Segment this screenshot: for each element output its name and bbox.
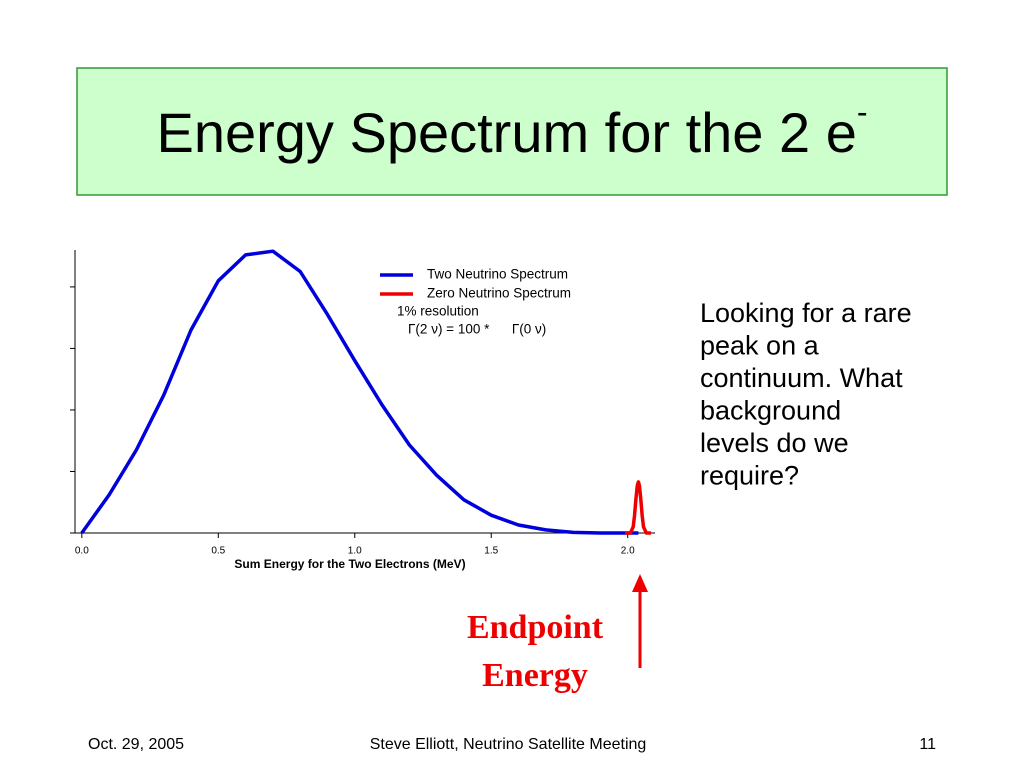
side-line: peak on a	[700, 331, 820, 361]
legend-label: Two Neutrino Spectrum	[427, 267, 568, 282]
slide-title: Energy Spectrum for the 2 e-	[156, 94, 867, 163]
callout-line: Endpoint	[467, 609, 604, 646]
side-line: continuum. What	[700, 363, 903, 393]
chart: 0.0 0.5 1.0 1.5 2.0 Sum Energy for the Two El…	[70, 249, 655, 571]
title-text: Energy Spectrum for the 2 e	[156, 101, 856, 164]
x-tick-label: 0.5	[211, 546, 225, 557]
arrow-head	[632, 574, 648, 592]
x-tick-label: 0.0	[75, 546, 89, 557]
title-superscript: -	[857, 94, 868, 130]
footer-date: Oct. 29, 2005	[88, 736, 184, 753]
side-line: levels do we	[700, 428, 849, 458]
x-tick-label: 1.0	[348, 546, 362, 557]
annotation: Γ(2 ν) = 100 * Γ(0 ν)	[408, 322, 546, 337]
legend-label: Zero Neutrino Spectrum	[427, 286, 571, 301]
annotation: 1% resolution	[397, 304, 479, 319]
side-line: require?	[700, 461, 799, 491]
footer-center: Steve Elliott, Neutrino Satellite Meetin…	[370, 736, 647, 753]
series-line	[80, 249, 639, 535]
side-line: Looking for a rare	[700, 298, 912, 328]
x-axis-label: Sum Energy for the Two Electrons (MeV)	[234, 557, 465, 571]
x-tick-label: 2.0	[621, 546, 635, 557]
footer-page: 11	[919, 736, 936, 753]
callout-line: Energy	[482, 657, 588, 694]
title-box	[76, 67, 948, 196]
series-line	[625, 480, 651, 535]
x-tick-label: 1.5	[484, 546, 498, 557]
side-line: background	[700, 396, 841, 426]
callout: Endpoint Energy	[467, 609, 604, 694]
